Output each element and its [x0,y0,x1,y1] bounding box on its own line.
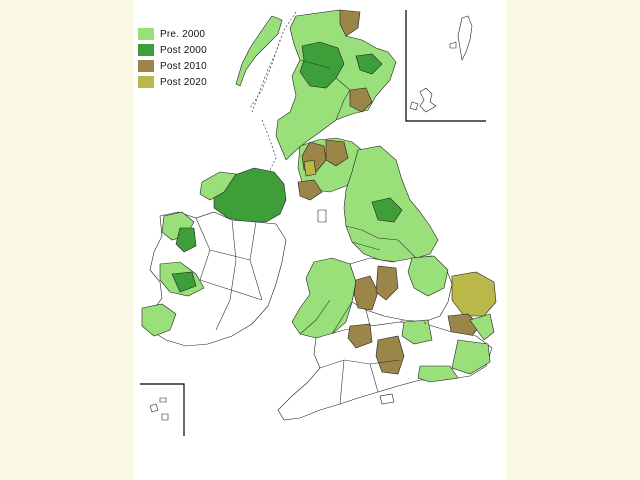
legend-item-post-2000: Post 2000 [138,42,207,58]
galloway-post2010 [297,179,323,201]
lincoln [407,255,449,297]
sussex-green [417,365,459,383]
legend-label: Post 2010 [160,60,207,72]
highland-post2000 [299,41,345,89]
oxford-post2010 [347,323,373,349]
legend-swatch [138,60,154,72]
aberdeen-post2010 [349,87,373,113]
staffs-post2010 [375,265,399,301]
legend-item-post-2020: Post 2020 [138,74,207,90]
norfolk-post2020 [451,271,497,317]
kerry-green [141,303,177,337]
legend-item-post-2010: Post 2010 [138,58,207,74]
moray [355,53,383,75]
east-anglia-green [469,313,495,341]
legend-label: Pre. 2000 [160,28,206,40]
western-isles [235,15,283,87]
scotland-north [275,9,397,161]
sea-boundary [261,119,277,171]
donegal-green [199,171,237,201]
scilly-islands [149,397,169,421]
mayo-post2000 [175,227,197,253]
legend-swatch [138,44,154,56]
wales [291,257,357,339]
shetland-inset-frame [405,10,486,122]
isle-of-man [317,209,327,223]
dales-post2000 [371,197,403,223]
legend: Pre. 2000 Post 2000 Post 2010 Post 2020 [138,26,207,90]
galway-post2000 [171,271,197,293]
lanark-post2010 [325,139,349,167]
legend-item-pre-2000: Pre. 2000 [138,26,207,42]
shropshire-post2010 [353,275,379,311]
isle-of-wight [379,393,395,405]
northern-ireland [213,167,287,223]
scilly-inset-frame [140,383,185,436]
legend-swatch [138,28,154,40]
legend-label: Post 2000 [160,44,207,56]
county-borders [195,59,427,405]
shetland-islands [409,15,473,113]
berks-post2010 [375,335,405,375]
sea-boundary [251,11,297,113]
arran-post2020 [303,159,317,177]
sea-boundary [249,39,281,109]
caithness [339,9,361,37]
kent-green [451,339,491,375]
legend-label: Post 2020 [160,76,207,88]
cambs-green [401,319,433,345]
legend-swatch [138,76,154,88]
